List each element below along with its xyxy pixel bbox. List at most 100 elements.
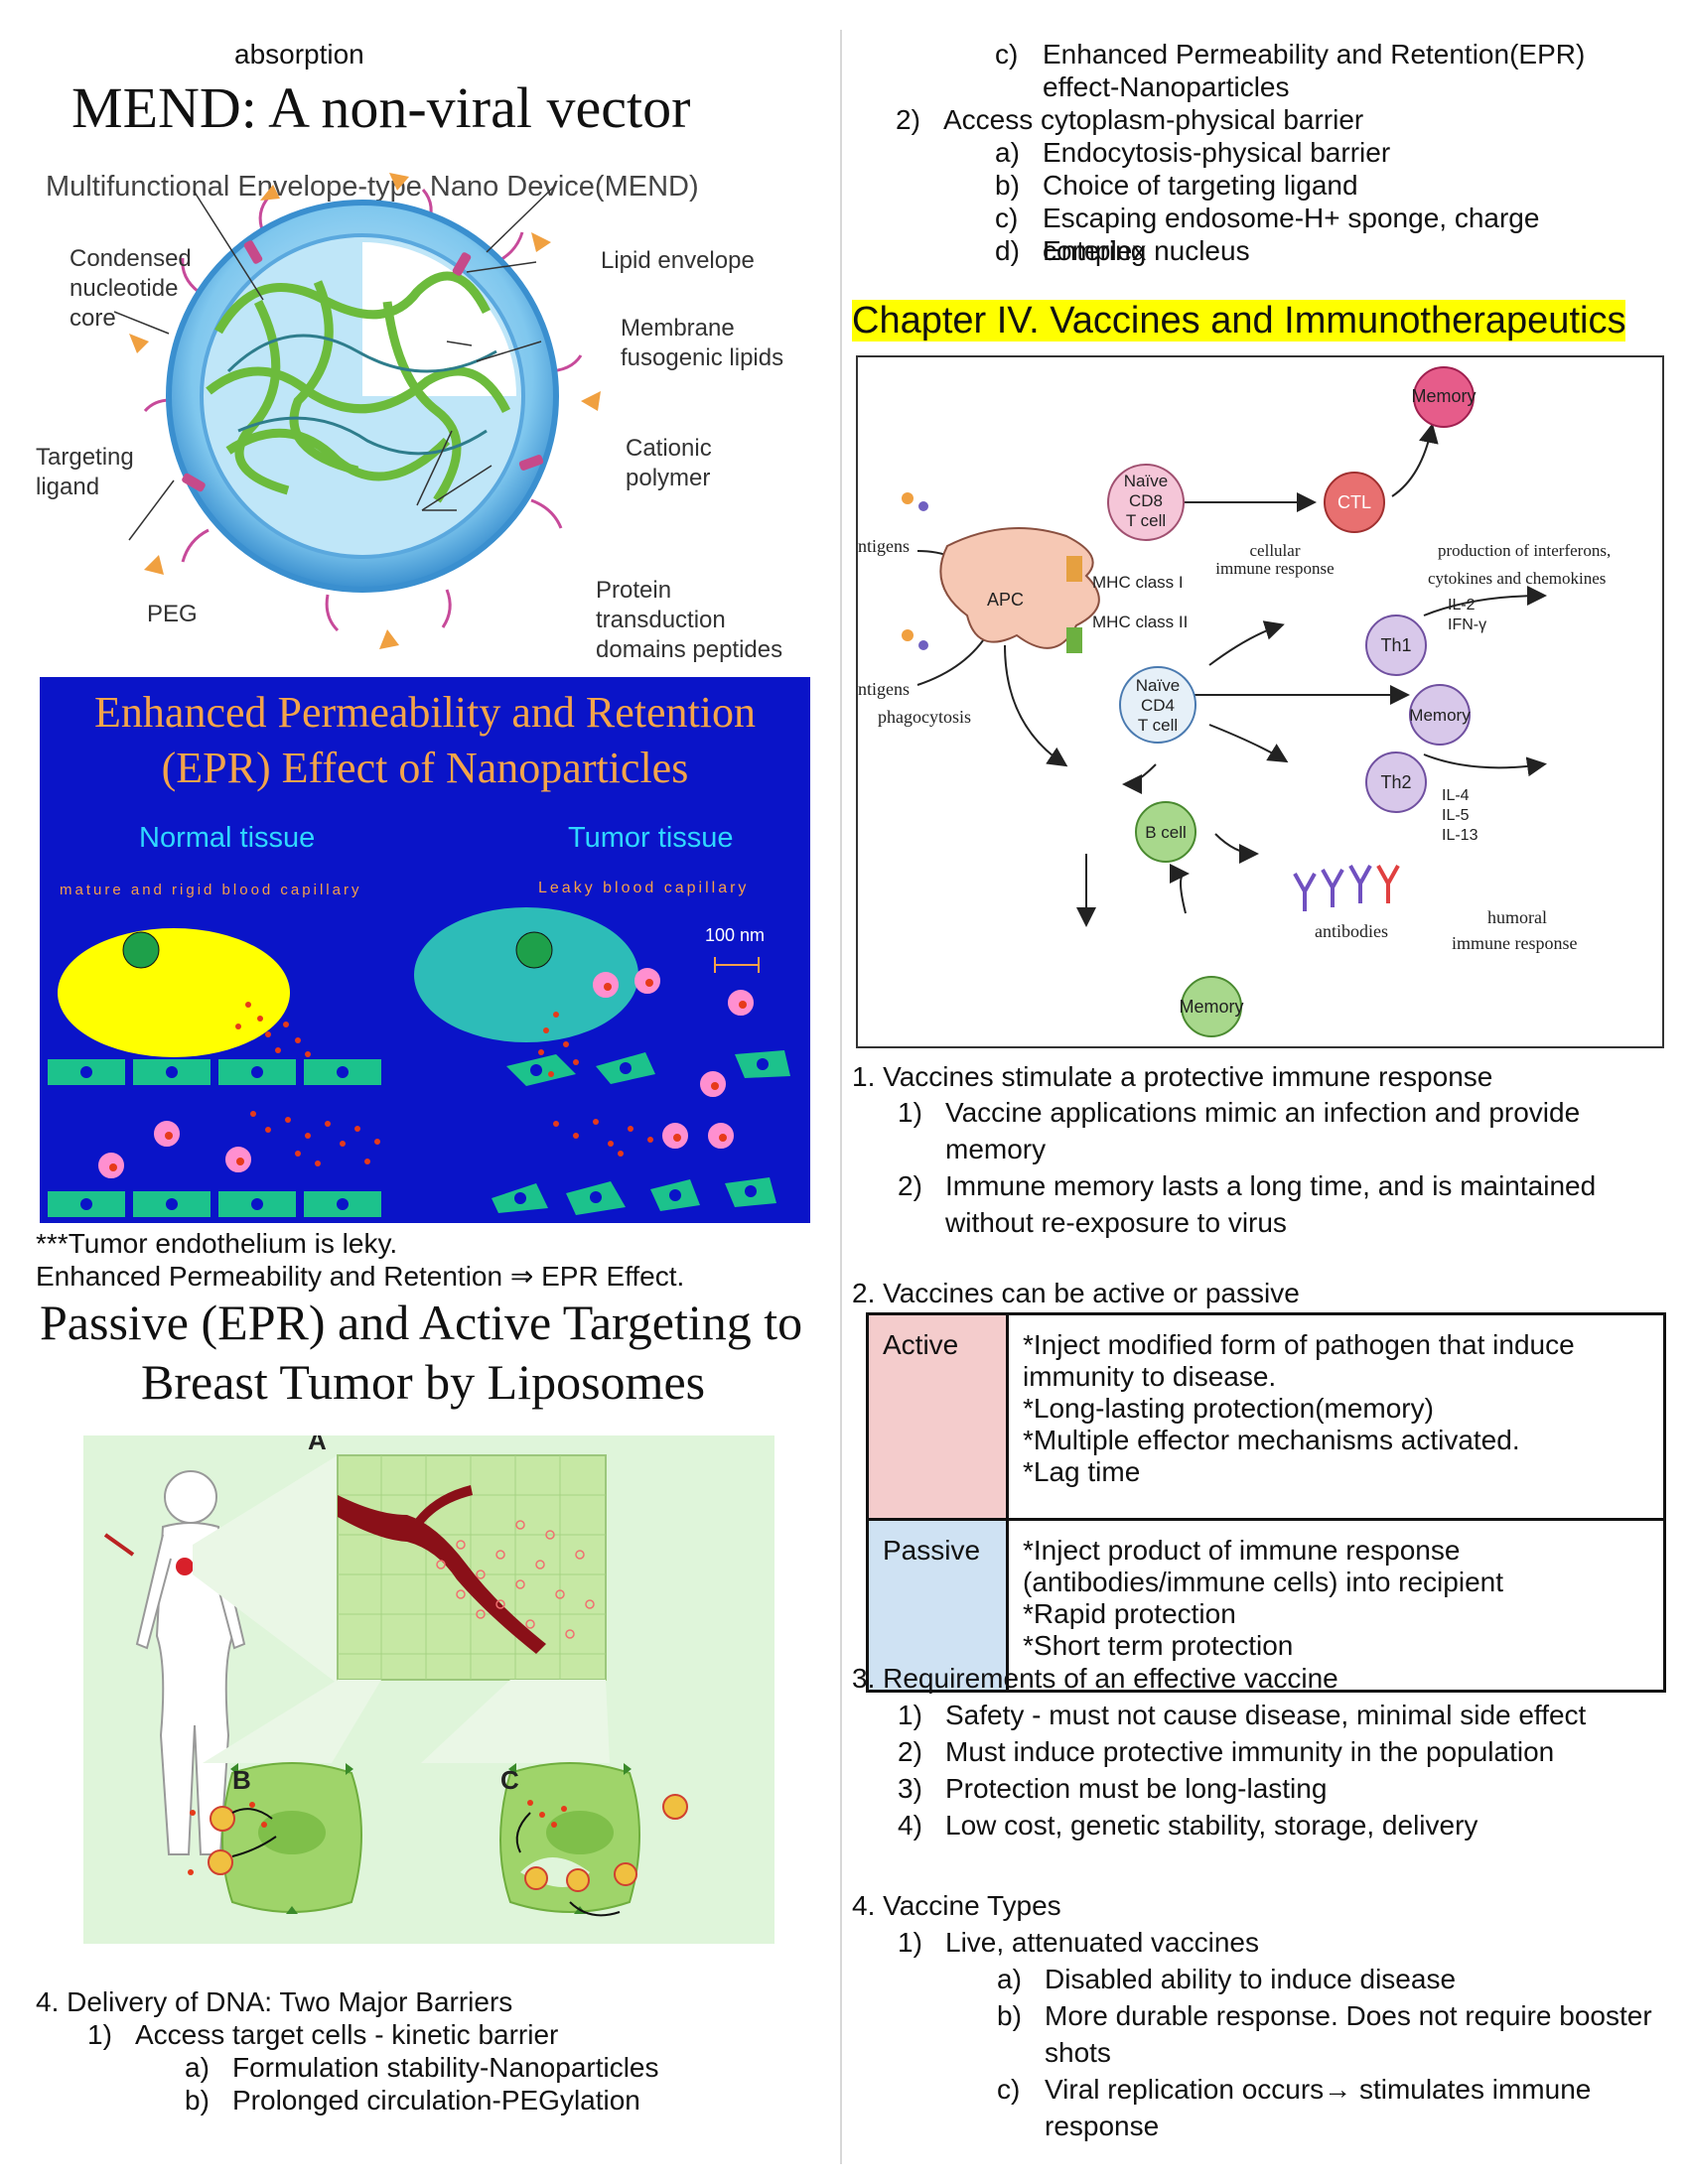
- th2-label: Th2: [1380, 772, 1411, 792]
- sec3-item-1-num: 1): [898, 1700, 922, 1730]
- cont-sub-a-num: a): [995, 137, 1020, 168]
- mend-subtitle: Multifunctional Envelope-type Nano Devic…: [46, 171, 699, 203]
- sec3-item-4-text: Low cost, genetic stability, storage, de…: [945, 1810, 1478, 1841]
- il5-label: IL-5: [1442, 807, 1470, 824]
- sec2-heading: 2. Vaccines can be active or passive: [852, 1278, 1300, 1308]
- sec3-item-2-text: Must induce protective immunity in the p…: [945, 1736, 1555, 1767]
- delivery-sub-a-num: a): [185, 2052, 210, 2083]
- top-word: absorption: [234, 39, 364, 69]
- il4-label: IL-4: [1442, 787, 1470, 804]
- epr-normal-sub: mature and rigid blood capillary: [60, 882, 362, 898]
- interferons-2: cytokines and chemokines: [1428, 569, 1606, 588]
- immune-memory-mid: Memory: [1409, 706, 1471, 725]
- cont-sub-b-num: b): [995, 170, 1020, 201]
- naive-cd8-2: CD8: [1129, 491, 1163, 510]
- epr-tumor-sub: Leaky blood capillary: [538, 880, 750, 896]
- delivery-heading: 4. Delivery of DNA: Two Major Barriers: [36, 1986, 513, 2017]
- sec3-item-3-text: Protection must be long-lasting: [945, 1773, 1328, 1804]
- table-cell-active-label: Active: [866, 1312, 1009, 1521]
- mhc-class-1: MHC class I: [1092, 573, 1184, 592]
- mend-title: MEND: A non-viral vector: [71, 75, 691, 140]
- humoral-1: humoral: [1487, 907, 1547, 927]
- sec4-heading: 4. Vaccine Types: [852, 1890, 1061, 1921]
- antigens-1: ntigens: [858, 536, 910, 556]
- label-peg: PEG: [147, 601, 198, 627]
- immune-memory-bottom: Memory: [1179, 997, 1243, 1017]
- cont-sub-b-text: Choice of targeting ligand: [1043, 170, 1358, 201]
- passive-line-1: *Inject product of immune response: [1023, 1535, 1461, 1566]
- naive-cd4-3: T cell: [1138, 716, 1178, 735]
- cellular-2: immune response: [1215, 559, 1334, 578]
- liposome-title-2: Breast Tumor by Liposomes: [141, 1354, 706, 1410]
- immune-figure: Memory Naïve CD8 T cell CTL ntigens ntig…: [856, 355, 1664, 1048]
- figure-label-c: C: [500, 1765, 519, 1795]
- chapter-heading: Chapter IV. Vaccines and Immunotherapeut…: [852, 298, 1626, 343]
- label-membrane-1: Membrane: [621, 315, 735, 341]
- vaccine-table: Active *Inject modified form of pathogen…: [866, 1312, 1666, 1693]
- delivery-item-1-num: 1): [87, 2019, 112, 2050]
- liposome-figure: A B C: [83, 1435, 774, 1944]
- label-cationic-1: Cationic: [626, 435, 712, 462]
- cont-sub-d-text: Entering nucleus: [1043, 235, 1250, 266]
- sec4-sub-a-num: a): [997, 1964, 1022, 1994]
- cont-sub-c-num: c): [995, 203, 1019, 233]
- naive-cd8-3: T cell: [1126, 511, 1166, 530]
- mend-figure: MEND: A non-viral vector Multifunctional…: [30, 73, 814, 679]
- antigens-2: ntigens: [858, 679, 910, 699]
- ctl-label: CTL: [1337, 492, 1371, 512]
- table-cell-active-desc: *Inject modified form of pathogen that i…: [1006, 1312, 1666, 1521]
- sec1-item-2-num: 2): [898, 1170, 922, 1201]
- label-core-2: nucleotide: [70, 275, 178, 302]
- cont-item-c-num: c): [995, 39, 1019, 69]
- table-cell-passive-label: Passive: [866, 1518, 1009, 1693]
- delivery-sub-b-text: Prolonged circulation-PEGylation: [232, 2085, 640, 2116]
- ifn-label: IFN-γ: [1448, 616, 1486, 633]
- sec4-sub-a-line-1: Disabled ability to induce disease: [1045, 1964, 1457, 1994]
- active-line-3: *Long-lasting protection(memory): [1023, 1393, 1434, 1424]
- sec4-sub-c-line-2: response: [1045, 2111, 1160, 2141]
- epr-title-2: (EPR) Effect of Nanoparticles: [161, 744, 689, 792]
- naive-cd4-1: Naïve: [1136, 676, 1180, 695]
- cont-item-c-line-2: effect-Nanoparticles: [1043, 71, 1290, 102]
- label-core-3: core: [70, 305, 116, 332]
- apc-label: APC: [987, 590, 1024, 610]
- sec4-item-1-text: Live, attenuated vaccines: [945, 1927, 1259, 1958]
- immune-diagram: Memory Naïve CD8 T cell CTL ntigens ntig…: [858, 366, 1611, 1037]
- sec4-sub-b-num: b): [997, 2000, 1022, 2031]
- label-cationic-2: polymer: [626, 465, 710, 491]
- table-cell-passive-desc: *Inject product of immune response (anti…: [1006, 1518, 1666, 1693]
- sec1-item-2-line-1: Immune memory lasts a long time, and is …: [945, 1170, 1597, 1201]
- antibodies-label: antibodies: [1315, 921, 1388, 941]
- humoral-2: immune response: [1452, 933, 1577, 953]
- label-targeting-2: ligand: [36, 474, 99, 500]
- il2-label: IL-2: [1448, 597, 1476, 614]
- note-epr-effect: Enhanced Permeability and Retention ⇒ EP…: [36, 1261, 685, 1292]
- sec4-sub-c-num: c): [997, 2074, 1021, 2105]
- active-line-2: immunity to disease.: [1023, 1361, 1277, 1392]
- cont-item-2-num: 2): [896, 104, 920, 135]
- label-protein-3: domains peptides: [596, 636, 782, 663]
- sec3-item-1-text: Safety - must not cause disease, minimal…: [945, 1700, 1587, 1730]
- passive-line-4: *Short term protection: [1023, 1630, 1294, 1661]
- note-tumor-endothelium: ***Tumor endothelium is leky.: [36, 1228, 398, 1259]
- epr-diagram: [48, 907, 790, 1217]
- label-protein-1: Protein: [596, 577, 671, 604]
- sec4-sub-c-line-1: Viral replication occurs→ stimulates imm…: [1045, 2074, 1592, 2105]
- cont-item-2-text: Access cytoplasm-physical barrier: [943, 104, 1364, 135]
- th1-label: Th1: [1380, 635, 1411, 655]
- liposome-diagram: A B C: [103, 1435, 688, 1917]
- epr-tumor-label: Tumor tissue: [568, 822, 734, 854]
- label-membrane-2: fusogenic lipids: [621, 344, 783, 371]
- sec3-item-3-num: 3): [898, 1773, 922, 1804]
- epr-scale: 100 nm: [705, 925, 766, 945]
- bcell-label: B cell: [1145, 823, 1187, 842]
- sec1-item-1-line-1: Vaccine applications mimic an infection …: [945, 1097, 1581, 1128]
- label-lipid: Lipid envelope: [601, 247, 755, 274]
- epr-normal-label: Normal tissue: [139, 822, 316, 854]
- cont-sub-d-num: d): [995, 235, 1020, 266]
- mhc-class-2: MHC class II: [1092, 613, 1188, 631]
- passive-line-3: *Rapid protection: [1023, 1598, 1236, 1629]
- delivery-sub-a-text: Formulation stability-Nanoparticles: [232, 2052, 659, 2083]
- active-line-5: *Lag time: [1023, 1456, 1141, 1487]
- cont-sub-c-text: Escaping endosome-H+ sponge, charge comp…: [1043, 203, 1540, 266]
